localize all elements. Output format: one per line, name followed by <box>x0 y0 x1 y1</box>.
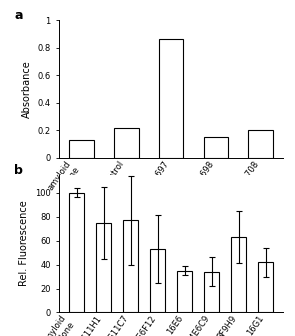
Y-axis label: Absorbance: Absorbance <box>22 60 32 118</box>
Bar <box>150 249 165 312</box>
Bar <box>248 130 273 158</box>
Bar <box>123 220 138 312</box>
Y-axis label: Rel. Fluorescence: Rel. Fluorescence <box>19 201 30 287</box>
Text: b: b <box>14 164 23 177</box>
Bar <box>177 270 192 312</box>
Text: a: a <box>14 9 23 22</box>
Bar <box>114 128 139 158</box>
Bar <box>231 237 246 312</box>
Bar <box>258 262 273 312</box>
Bar <box>69 193 84 312</box>
Bar <box>96 223 111 312</box>
Bar <box>204 272 219 312</box>
Bar <box>204 137 228 158</box>
Bar <box>69 140 94 158</box>
Bar <box>159 39 183 158</box>
